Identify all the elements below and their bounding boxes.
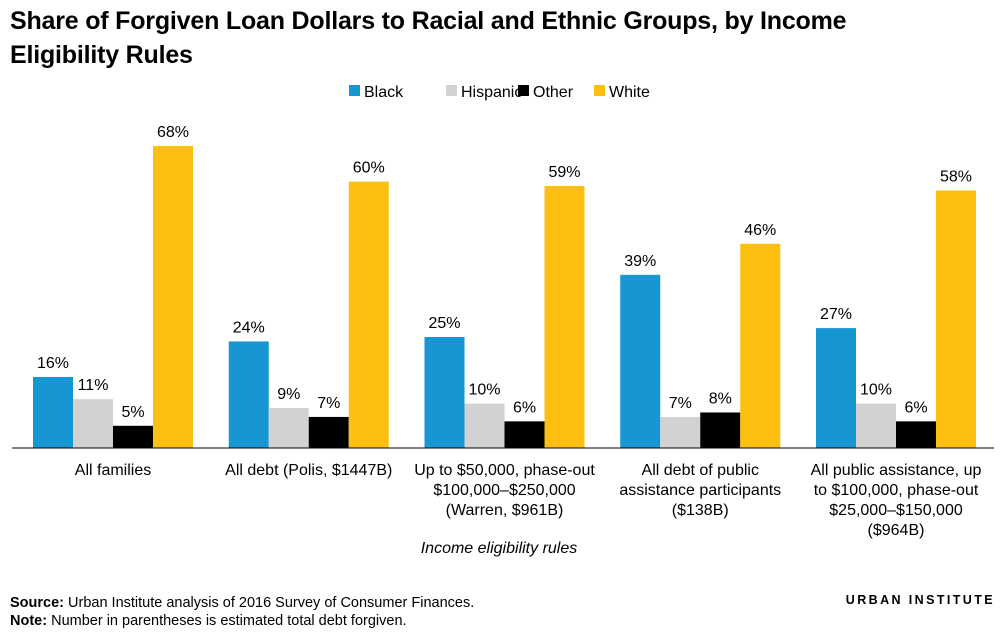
data-label-other-5: 6%: [904, 399, 927, 416]
bar-white-5: [936, 190, 976, 449]
data-label-black-2: 24%: [233, 319, 265, 336]
data-label-white-2: 60%: [353, 160, 385, 177]
bar-hispanic-5: [856, 403, 896, 448]
data-label-hispanic-2: 9%: [277, 386, 300, 403]
data-label-black-4: 39%: [624, 253, 656, 270]
x-tick-labels: All families All debt (Polis, $1447B) Up t…: [75, 462, 982, 539]
bar-hispanic-2: [268, 408, 309, 448]
bar-other-1: [113, 425, 153, 448]
data-label-hispanic-4: 7%: [669, 395, 692, 412]
bar-white-2: [348, 181, 389, 448]
data-label-white-4: 46%: [744, 222, 776, 239]
bar-black-2: [228, 341, 269, 448]
data-label-hispanic-1: 11%: [78, 377, 109, 394]
bar-white-1: [153, 146, 193, 448]
data-label-black-3: 25%: [428, 315, 460, 332]
footnote: Note: Number in parentheses is estimated…: [10, 612, 407, 630]
data-label-hispanic-3: 10%: [468, 382, 500, 399]
bar-chart: Black Hispanic Other White 16% 11% 5% 68% 24% 9%…: [12, 84, 994, 557]
bar-hispanic-1: [73, 399, 113, 448]
legend-label-black: Black: [364, 84, 404, 101]
bar-black-3: [424, 337, 465, 448]
data-label-white-3: 59%: [548, 164, 580, 181]
legend: Black Hispanic Other White: [349, 84, 650, 101]
x-tick-label-1: All families: [75, 462, 151, 479]
data-label-other-3: 6%: [513, 399, 536, 416]
data-label-white-1: 68%: [157, 124, 189, 141]
x-axis-title: Income eligibility rules: [421, 540, 578, 557]
x-tick-label-4: All debt of public assistance participant…: [619, 462, 781, 519]
bar-other-5: [896, 421, 936, 448]
legend-label-hispanic: Hispanic: [461, 84, 522, 101]
data-label-hispanic-5: 10%: [860, 382, 892, 399]
legend-swatch-hispanic: [446, 85, 457, 96]
bar-hispanic-4: [660, 416, 701, 448]
source-text: Urban Institute analysis of 2016 Survey …: [64, 595, 475, 611]
legend-swatch-other: [518, 85, 529, 96]
bar-other-4: [700, 412, 741, 448]
urban-institute-logo: URBAN INSTITUTE: [845, 593, 995, 607]
note-text: Number in parentheses is estimated total…: [47, 613, 407, 629]
x-tick-label-3: Up to $50,000, phase-out $100,000–$250,00…: [414, 462, 595, 519]
data-label-other-2: 7%: [317, 395, 340, 412]
legend-swatch-white: [594, 85, 605, 96]
chart-title: Share of Forgiven Loan Dollars to Racial…: [10, 7, 847, 69]
data-label-other-1: 5%: [121, 404, 144, 421]
bar-white-4: [740, 243, 781, 448]
x-tick-label-5: All public assistance, up to $100,000, ph…: [811, 462, 982, 539]
data-labels: 16% 11% 5% 68% 24% 9% 7% 60% 25% 10% 6% 59% 39% 7% 8% 4…: [37, 124, 972, 421]
legend-swatch-black: [349, 85, 360, 96]
data-label-black-5: 27%: [820, 306, 852, 323]
bar-other-3: [504, 421, 545, 448]
legend-label-white: White: [609, 84, 650, 101]
source-note: Source: Urban Institute analysis of 2016…: [10, 594, 474, 612]
legend-label-other: Other: [533, 84, 574, 101]
bar-white-3: [544, 186, 585, 449]
bars: [33, 146, 976, 449]
data-label-white-5: 58%: [940, 168, 972, 185]
note-label: Note:: [10, 613, 48, 629]
bar-black-4: [620, 274, 661, 448]
data-label-black-1: 16%: [37, 355, 69, 372]
bar-black-1: [33, 376, 73, 448]
bar-hispanic-3: [464, 403, 505, 448]
bar-other-2: [308, 416, 349, 448]
data-label-other-4: 8%: [709, 390, 732, 407]
x-tick-label-2: All debt (Polis, $1447B): [225, 462, 392, 479]
source-label: Source:: [10, 595, 64, 611]
bar-black-5: [816, 328, 856, 448]
